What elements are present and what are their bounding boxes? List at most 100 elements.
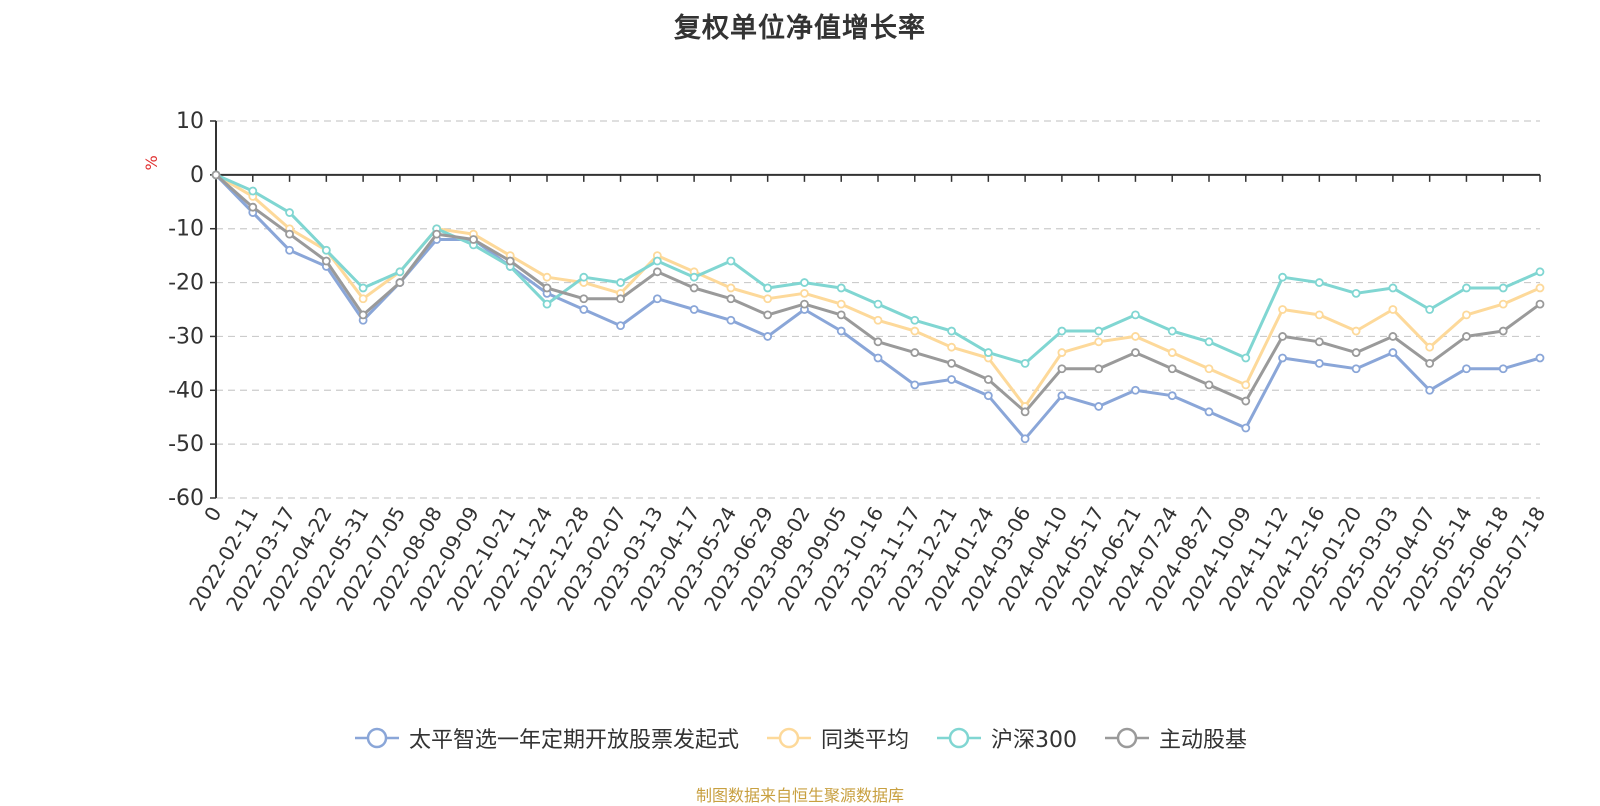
y-tick-label: -20 — [168, 271, 204, 296]
data-point — [1020, 434, 1030, 444]
data-point — [1425, 342, 1435, 352]
data-point — [983, 348, 993, 357]
data-point — [1057, 391, 1067, 401]
data-point — [1425, 385, 1435, 395]
data-point — [579, 272, 589, 282]
data-point — [542, 283, 552, 293]
data-point — [1425, 305, 1435, 314]
data-point — [321, 245, 331, 255]
data-point — [763, 283, 773, 293]
data-point — [1131, 348, 1140, 357]
data-point — [910, 380, 920, 390]
data-point — [800, 288, 809, 298]
data-point — [358, 294, 368, 304]
data-point — [910, 326, 920, 336]
data-point — [1351, 288, 1361, 298]
data-point — [652, 256, 662, 266]
data-point — [1425, 358, 1435, 368]
y-tick-label: -50 — [168, 432, 204, 457]
data-point — [285, 208, 294, 217]
y-tick-label: -30 — [168, 324, 204, 349]
axes — [210, 120, 1541, 499]
data-point — [1167, 348, 1177, 357]
data-point — [616, 278, 625, 287]
data-point — [800, 299, 809, 309]
data-point — [873, 337, 883, 347]
data-point — [873, 299, 883, 309]
data-point — [1241, 353, 1251, 363]
legend-item-3[interactable]: 沪深300 — [935, 722, 1077, 754]
legend-item-2[interactable]: 同类平均 — [765, 722, 909, 754]
data-point — [1498, 364, 1508, 374]
legend: 太平智选一年定期开放股票发起式 同类平均 沪深300 主动股基 — [0, 722, 1600, 754]
data-point — [689, 272, 699, 282]
data-point — [726, 256, 736, 266]
data-point — [1167, 326, 1177, 336]
data-point — [1241, 396, 1251, 406]
data-point — [1094, 337, 1104, 347]
data-point — [1131, 332, 1140, 341]
data-point — [1462, 310, 1471, 320]
data-point — [1204, 364, 1214, 374]
data-point — [1204, 337, 1214, 347]
data-point — [1388, 305, 1398, 314]
data-point — [873, 353, 883, 363]
data-point — [1535, 283, 1545, 293]
data-point — [1388, 348, 1398, 357]
series-lines — [211, 170, 1545, 444]
legend-label: 沪深300 — [991, 728, 1077, 753]
data-point — [1094, 326, 1104, 336]
data-point — [947, 375, 956, 384]
data-point — [1351, 364, 1361, 374]
legend-label: 同类平均 — [820, 728, 909, 753]
data-point — [1462, 283, 1471, 293]
data-point — [542, 299, 552, 309]
data-point — [1314, 310, 1324, 320]
data-point — [652, 267, 662, 277]
data-point — [1020, 358, 1030, 368]
data-point — [1167, 364, 1177, 374]
data-point — [1020, 407, 1030, 417]
data-point — [836, 283, 846, 293]
data-point — [910, 315, 920, 325]
legend-item-4[interactable]: 主动股基 — [1103, 722, 1247, 754]
data-point — [1278, 332, 1287, 341]
data-point — [395, 267, 405, 277]
data-point — [1131, 310, 1140, 320]
data-point — [1241, 423, 1251, 433]
data-point — [358, 310, 368, 320]
data-point — [763, 294, 773, 304]
data-point — [1388, 332, 1398, 341]
data-point — [1462, 364, 1471, 374]
data-point — [1462, 332, 1471, 341]
source-note: 制图数据来自恒生聚源数据库 — [695, 786, 904, 805]
data-point — [763, 310, 773, 320]
legend-label: 太平智选一年定期开放股票发起式 — [408, 728, 739, 753]
data-point — [800, 278, 809, 287]
data-point — [1314, 278, 1324, 287]
series-line-4 — [214, 173, 1542, 414]
data-point — [763, 332, 773, 341]
data-point — [983, 375, 993, 384]
data-point — [248, 202, 258, 212]
data-point — [1351, 348, 1361, 357]
legend-item-1[interactable]: 太平智选一年定期开放股票发起式 — [353, 722, 739, 754]
data-point — [1535, 267, 1545, 277]
data-point — [1498, 299, 1508, 309]
data-point — [1535, 353, 1545, 363]
x-tick-label: 0 — [199, 503, 226, 526]
y-axis-label: % — [142, 155, 161, 170]
data-point — [1057, 364, 1067, 374]
data-point — [285, 229, 294, 239]
data-point — [616, 321, 625, 331]
data-point — [542, 272, 552, 282]
data-point — [1241, 380, 1251, 390]
data-point — [211, 170, 221, 180]
data-point — [579, 305, 589, 314]
data-point — [1204, 407, 1214, 417]
y-tick-label: 10 — [176, 109, 204, 134]
data-point — [1314, 337, 1324, 347]
data-point — [1131, 385, 1140, 395]
data-point — [505, 256, 515, 266]
data-point — [947, 326, 956, 336]
